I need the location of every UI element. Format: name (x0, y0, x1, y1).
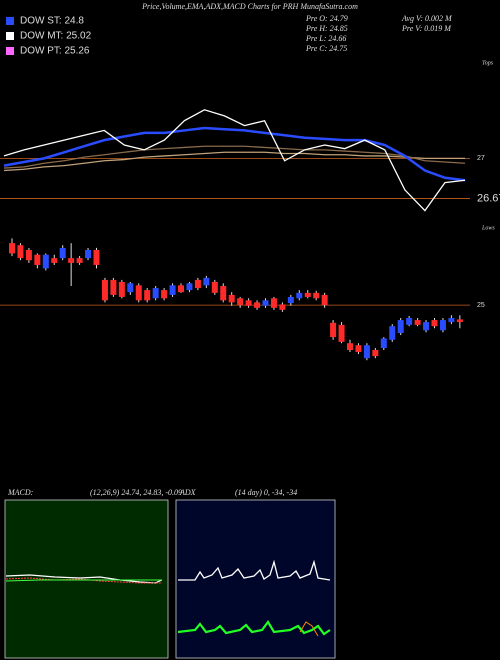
price-line (3, 126, 466, 182)
y-tick-label: 26.67 (477, 192, 500, 204)
candle-body (9, 243, 15, 254)
candle-body (456, 319, 463, 323)
plus-di-line (177, 620, 331, 636)
candle-body (25, 249, 32, 261)
stat-label: Avg V: 0.002 M (401, 14, 453, 23)
legend-label: DOW MT: 25.02 (20, 31, 92, 42)
candle-body (389, 326, 396, 340)
candle-body (439, 320, 446, 331)
candle-body (127, 283, 134, 293)
legend-label: DOW ST: 24.8 (20, 16, 84, 27)
candle-body (101, 279, 108, 301)
candle-body (279, 304, 286, 310)
candle-body (211, 281, 218, 293)
candle-body (304, 292, 311, 297)
stat-label: Pre V: 0.019 M (401, 24, 452, 33)
candle-body (245, 300, 252, 306)
legend-swatch (6, 47, 14, 55)
candle-body (59, 247, 66, 259)
minus-di-line (299, 621, 319, 637)
candle-body (93, 249, 100, 265)
candle-body (169, 285, 176, 295)
candle-body (76, 258, 83, 263)
candle-body (414, 320, 421, 325)
adx-line (178, 559, 331, 581)
macd-panel (4, 499, 169, 659)
candle-body (17, 245, 24, 259)
legend-swatch (6, 17, 14, 25)
stat-label: Pre C: 24.75 (305, 44, 347, 53)
panel-label: Lows (481, 225, 495, 231)
indicator-title: MACD: (7, 488, 34, 497)
candle-body (110, 279, 117, 295)
candle-body (186, 283, 193, 291)
candle-body (270, 298, 277, 308)
candle-body (152, 288, 159, 299)
candle-body (431, 320, 438, 327)
candle-body (372, 350, 379, 357)
price-line (3, 109, 466, 212)
candle-body (118, 281, 125, 297)
candle-body (42, 254, 49, 269)
candle-body (397, 320, 404, 333)
candle-body (321, 294, 328, 306)
y-tick-label: 25 (477, 302, 485, 309)
adx-lines (177, 559, 331, 637)
candle-body (296, 292, 303, 299)
indicator-params: (14 day) 0, -34, -34 (235, 488, 297, 497)
legend-swatch (6, 32, 14, 40)
stat-label: Pre O: 24.79 (305, 14, 348, 23)
candle-body (144, 290, 151, 301)
candle-body (178, 285, 184, 293)
candle-body (363, 345, 370, 359)
stat-label: Pre L: 24.66 (305, 34, 346, 43)
candle-body (220, 286, 227, 301)
candle-body (338, 324, 345, 342)
candle-body (203, 277, 210, 286)
candle-body (380, 338, 387, 348)
candle-body (262, 300, 269, 306)
adx-panel (175, 499, 336, 659)
price-line (3, 145, 466, 169)
candle-body (330, 322, 337, 338)
macd-lines (5, 574, 163, 584)
candle-body (34, 254, 41, 265)
candle-body (228, 294, 235, 303)
candle-body (423, 322, 430, 331)
candle-body (287, 296, 294, 304)
chart-title: Price,Volume,EMA,ADX,MACD Charts for PRH… (141, 2, 358, 11)
zero-line (5, 579, 162, 582)
candle-body (85, 249, 92, 259)
stat-label: Pre H: 24.85 (305, 24, 348, 33)
candle-body (51, 258, 58, 263)
indicator-title: ADX (179, 488, 197, 497)
candle-body (355, 345, 362, 353)
candle-body (406, 318, 413, 325)
candle-body (68, 258, 75, 263)
candle-body (347, 343, 353, 351)
y-tick-label: 27 (477, 155, 485, 162)
candle-body (135, 285, 142, 301)
candle-body (237, 298, 244, 306)
panel-label: Tops (482, 60, 494, 66)
candle-body (313, 292, 320, 299)
candle-body (161, 290, 168, 299)
candle-body (254, 302, 261, 308)
candle-body (194, 279, 201, 289)
candle-body (448, 318, 455, 323)
legend-label: DOW PT: 25.26 (20, 46, 90, 57)
indicator-params: (12,26,9) 24.74, 24.83, -0.09 (90, 488, 182, 497)
